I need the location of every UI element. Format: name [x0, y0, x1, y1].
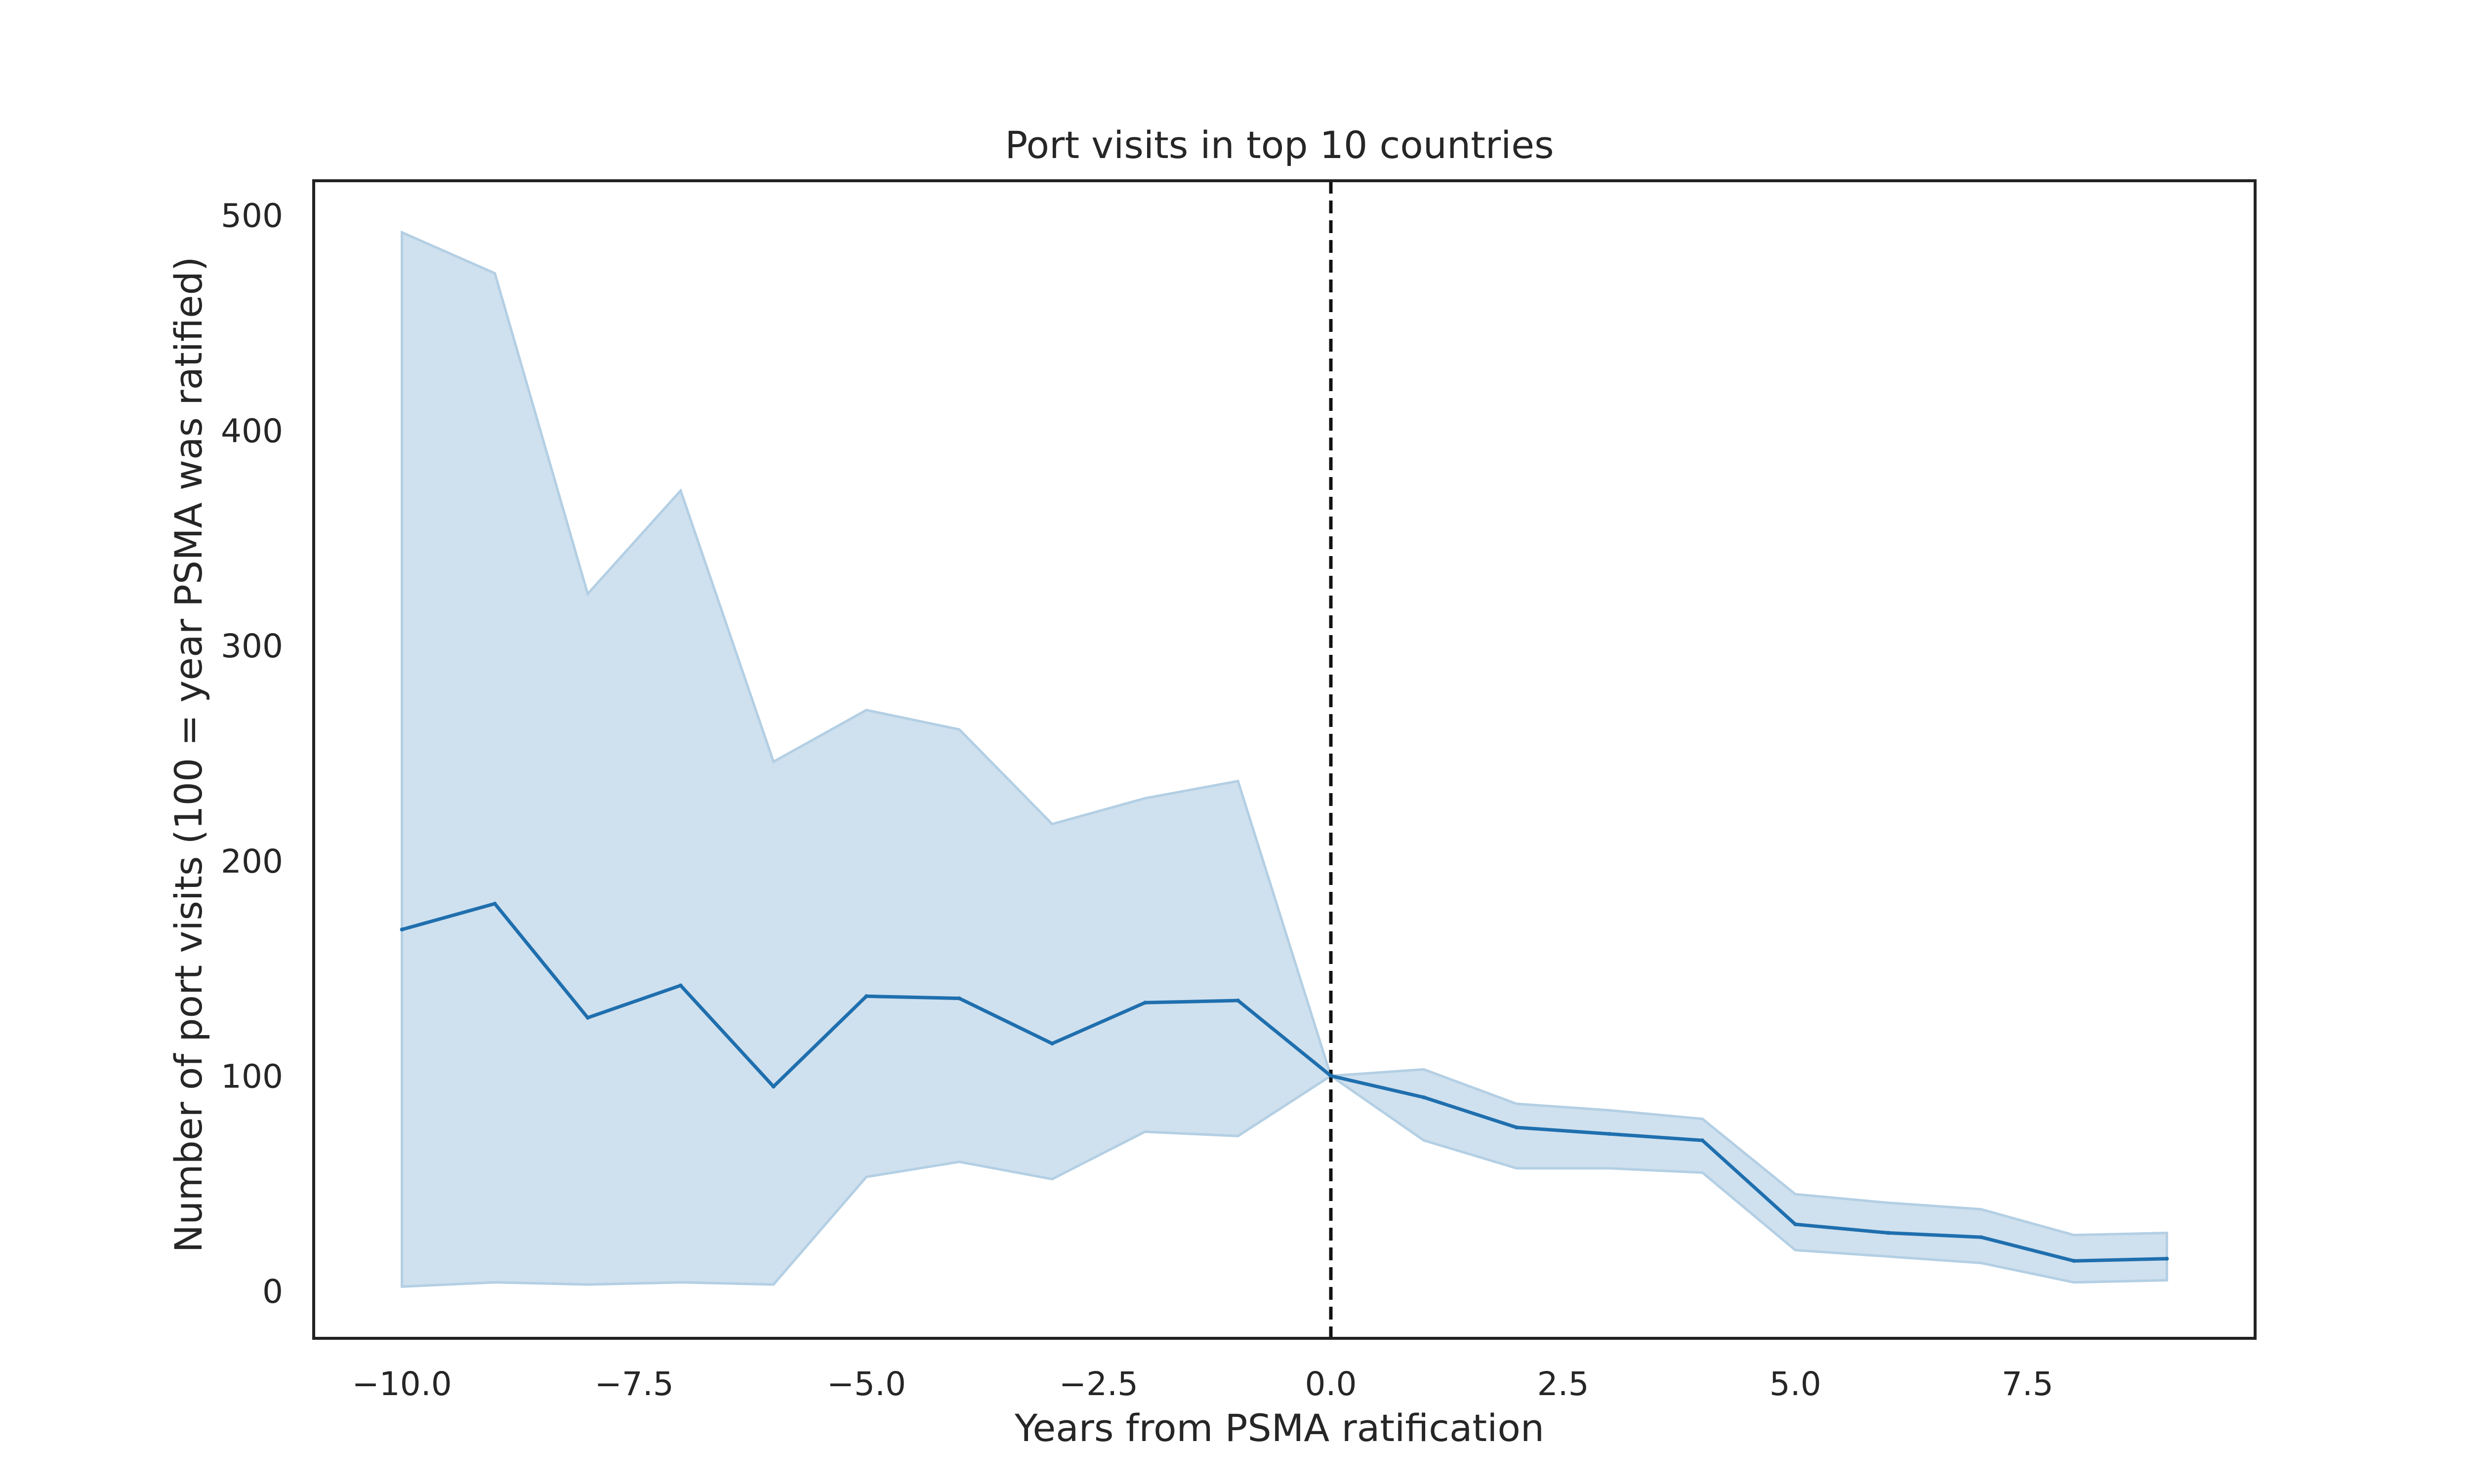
x-tick-label: −10.0	[352, 1365, 452, 1403]
y-tick-label: 200	[221, 842, 283, 881]
data-point	[2072, 1259, 2076, 1263]
y-tick-label: 500	[221, 197, 283, 235]
data-point	[957, 996, 961, 1001]
y-tick-label: 300	[221, 627, 283, 665]
x-tick-label: 0.0	[1305, 1365, 1357, 1403]
y-tick-label: 100	[221, 1057, 283, 1095]
chart-title: Port visits in top 10 countries	[1005, 123, 1554, 167]
data-point	[1515, 1125, 1519, 1130]
data-point	[678, 983, 683, 988]
data-point	[400, 927, 404, 932]
y-axis-ticks: 0 100 200 300 400 500	[221, 197, 283, 1311]
data-point	[1422, 1095, 1426, 1100]
x-tick-label: 5.0	[1770, 1365, 1821, 1403]
y-tick-label: 0	[262, 1273, 283, 1311]
x-tick-label: −2.5	[1059, 1365, 1138, 1403]
plot-frame	[312, 179, 2257, 1340]
plot-area	[312, 179, 2257, 1340]
data-point	[771, 1084, 776, 1089]
series-line	[401, 902, 2167, 1263]
data-point	[1700, 1138, 1705, 1143]
data-point	[493, 901, 497, 906]
x-tick-label: 2.5	[1537, 1365, 1589, 1403]
data-point	[1607, 1132, 1612, 1136]
data-point	[1329, 1074, 1333, 1078]
x-tick-label: −7.5	[595, 1365, 674, 1403]
data-point	[1143, 1001, 1147, 1005]
data-point	[1050, 1042, 1054, 1046]
x-axis-ticks: −10.0 −7.5 −5.0 −2.5 0.0 2.5 5.0 7.5	[352, 1365, 2054, 1403]
y-axis-label: Number of port visits (100 = year PSMA w…	[166, 256, 210, 1252]
data-point	[1979, 1235, 1983, 1240]
x-axis-label: Years from PSMA ratification	[1014, 1406, 1544, 1450]
x-tick-label: 7.5	[2002, 1365, 2054, 1403]
data-point	[1886, 1231, 1891, 1235]
x-tick-label: −5.0	[827, 1365, 906, 1403]
data-point	[2165, 1256, 2169, 1261]
confidence-band	[401, 230, 2168, 1288]
data-point	[1793, 1222, 1798, 1227]
data-point	[864, 994, 868, 999]
data-point	[585, 1015, 590, 1020]
data-point	[1235, 998, 1240, 1003]
y-tick-label: 400	[221, 412, 283, 450]
